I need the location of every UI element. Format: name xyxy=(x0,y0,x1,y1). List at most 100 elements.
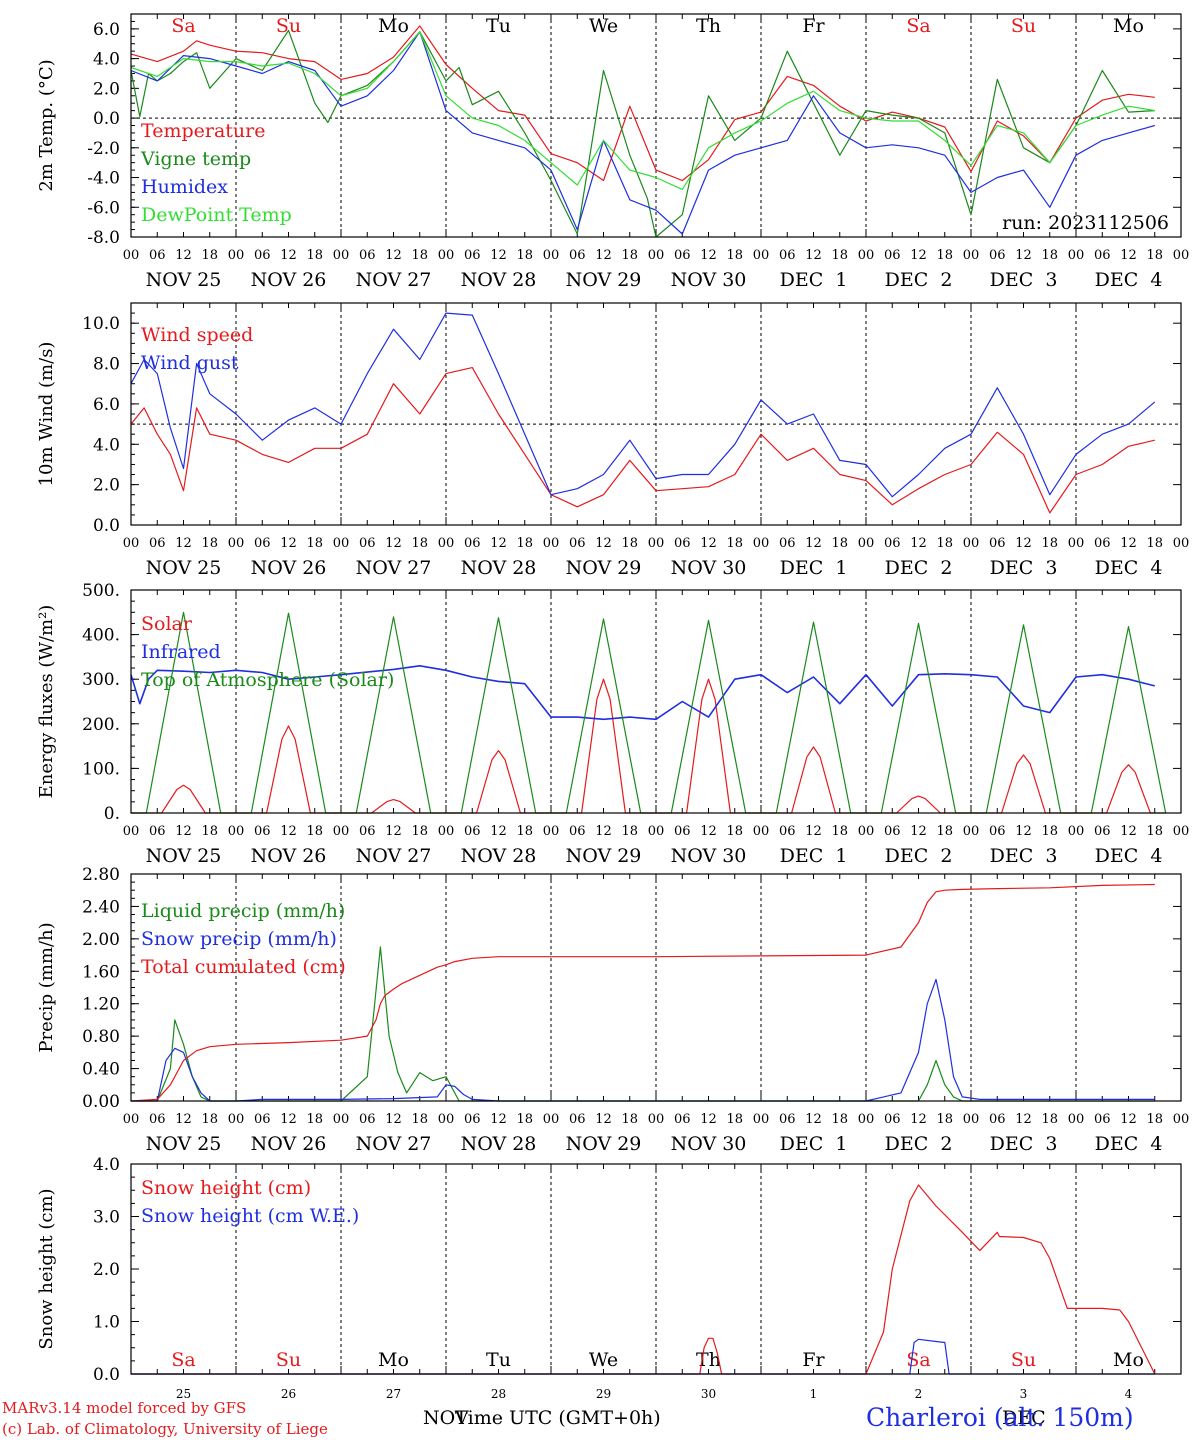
hour-tick-label: 12 xyxy=(910,1112,927,1127)
hour-tick-label: 18 xyxy=(621,248,638,263)
hour-tick-label: 00 xyxy=(858,536,875,551)
hour-tick-label: 06 xyxy=(254,824,271,839)
y-tick-label: 500. xyxy=(82,581,120,601)
hour-tick-label: 06 xyxy=(464,248,481,263)
month-label-left: NOV xyxy=(423,1407,469,1429)
hour-tick-label: 18 xyxy=(936,1112,953,1127)
hour-tick-label: 12 xyxy=(175,1112,192,1127)
hour-tick-label: 00 xyxy=(438,824,455,839)
legend-entry: Wind speed xyxy=(141,324,253,346)
y-tick-label: 8.0 xyxy=(93,355,120,375)
day-label: NOV 25 xyxy=(146,557,222,579)
hour-tick-label: 06 xyxy=(149,824,166,839)
y-tick-label: 2.0 xyxy=(93,1260,120,1280)
hour-tick-label: 06 xyxy=(674,824,691,839)
weekday-label: Mo xyxy=(1113,1349,1144,1371)
hour-tick-label: 00 xyxy=(333,824,350,839)
day-number-label: 3 xyxy=(1020,1387,1028,1401)
legend-entry: Top of Atmosphere (Solar) xyxy=(141,669,394,691)
hour-tick-label: 00 xyxy=(438,1112,455,1127)
panel-frame xyxy=(130,589,1182,814)
hour-tick-label: 00 xyxy=(123,1112,140,1127)
hour-tick-label: 00 xyxy=(648,1112,665,1127)
hour-tick-label: 12 xyxy=(280,536,297,551)
legend-entry: DewPoint Temp xyxy=(141,204,292,226)
panel-4: 2.80 2.40 2.00 1.60 1.20 0.80 0.40 0.00 Precip (… xyxy=(36,865,1189,1155)
hour-tick-label: 00 xyxy=(543,248,560,263)
hour-tick-label: 00 xyxy=(858,824,875,839)
hour-tick-label: 00 xyxy=(543,536,560,551)
series-line-wind-speed xyxy=(130,367,1155,514)
y-tick-label: 2.0 xyxy=(93,79,120,99)
panel-frame xyxy=(130,13,1182,238)
weekday-label: Su xyxy=(276,1349,301,1371)
hour-tick-label: 18 xyxy=(411,1112,428,1127)
day-label: DEC 2 xyxy=(885,1133,953,1155)
y-tick-label: 2.0 xyxy=(93,476,120,496)
hour-tick-label: 00 xyxy=(648,824,665,839)
hour-tick-label: 12 xyxy=(595,248,612,263)
hour-tick-label: 06 xyxy=(569,536,586,551)
day-label: DEC 3 xyxy=(990,845,1058,867)
hour-tick-label: 18 xyxy=(201,248,218,263)
day-label: NOV 29 xyxy=(566,1133,642,1155)
y-tick-label: 0.0 xyxy=(93,1365,120,1385)
hour-tick-label: 06 xyxy=(149,1112,166,1127)
hour-tick-label: 06 xyxy=(674,536,691,551)
hour-tick-label: 18 xyxy=(516,824,533,839)
hour-tick-label: 06 xyxy=(569,824,586,839)
hour-tick-label: 00 xyxy=(753,824,770,839)
hour-tick-label: 12 xyxy=(385,536,402,551)
hour-tick-label: 06 xyxy=(989,536,1006,551)
hour-tick-label: 00 xyxy=(123,248,140,263)
y-tick-label: 1.60 xyxy=(82,962,120,982)
series-line-temperature xyxy=(130,25,1155,182)
hour-tick-label: 18 xyxy=(726,248,743,263)
hour-tick-label: 06 xyxy=(884,1112,901,1127)
y-tick-label: 1.0 xyxy=(93,1313,120,1333)
day-number-label: 1 xyxy=(810,1387,818,1401)
y-axis-title: Energy fluxes (W/m²) xyxy=(36,605,57,799)
series-line-snow-height-cm xyxy=(131,1184,1156,1375)
hour-tick-label: 12 xyxy=(700,248,717,263)
day-label: NOV 28 xyxy=(461,1133,537,1155)
y-axis-title: 2m Temp. (°C) xyxy=(36,59,57,191)
station-name: Charleroi (alt. 150m) xyxy=(866,1403,1134,1432)
day-label: NOV 29 xyxy=(566,269,642,291)
hour-tick-label: 00 xyxy=(1173,824,1190,839)
hour-tick-label: 06 xyxy=(989,824,1006,839)
hour-tick-label: 00 xyxy=(543,824,560,839)
hour-tick-label: 00 xyxy=(858,1112,875,1127)
hour-tick-label: 06 xyxy=(989,248,1006,263)
hour-tick-label: 06 xyxy=(149,248,166,263)
y-tick-label: 0.40 xyxy=(82,1060,120,1080)
hour-tick-label: 06 xyxy=(1094,536,1111,551)
hour-tick-label: 18 xyxy=(1041,1112,1058,1127)
day-label: NOV 27 xyxy=(356,845,432,867)
hour-tick-label: 06 xyxy=(359,824,376,839)
day-number-label: 26 xyxy=(281,1387,296,1401)
hour-tick-label: 06 xyxy=(254,248,271,263)
weekday-label: Tu xyxy=(486,15,511,37)
day-label: NOV 25 xyxy=(146,269,222,291)
panel-frame xyxy=(130,302,1182,526)
hour-tick-label: 00 xyxy=(963,1112,980,1127)
hour-tick-label: 00 xyxy=(228,248,245,263)
hour-tick-label: 18 xyxy=(936,248,953,263)
hour-tick-label: 18 xyxy=(831,536,848,551)
hour-tick-label: 12 xyxy=(700,536,717,551)
hour-tick-label: 12 xyxy=(1015,1112,1032,1127)
day-label: DEC 4 xyxy=(1095,1133,1163,1155)
hour-tick-label: 06 xyxy=(674,1112,691,1127)
weekday-label: Th xyxy=(696,15,721,37)
hour-tick-label: 00 xyxy=(648,536,665,551)
hour-tick-label: 00 xyxy=(123,824,140,839)
hour-tick-label: 06 xyxy=(884,248,901,263)
day-number-label: 28 xyxy=(491,1387,506,1401)
hour-tick-label: 06 xyxy=(779,248,796,263)
y-tick-label: 1.20 xyxy=(82,995,120,1015)
hour-tick-label: 18 xyxy=(1041,824,1058,839)
hour-tick-label: 18 xyxy=(411,824,428,839)
series-line-vigne-temp xyxy=(130,29,1155,238)
hour-tick-label: 00 xyxy=(963,536,980,551)
